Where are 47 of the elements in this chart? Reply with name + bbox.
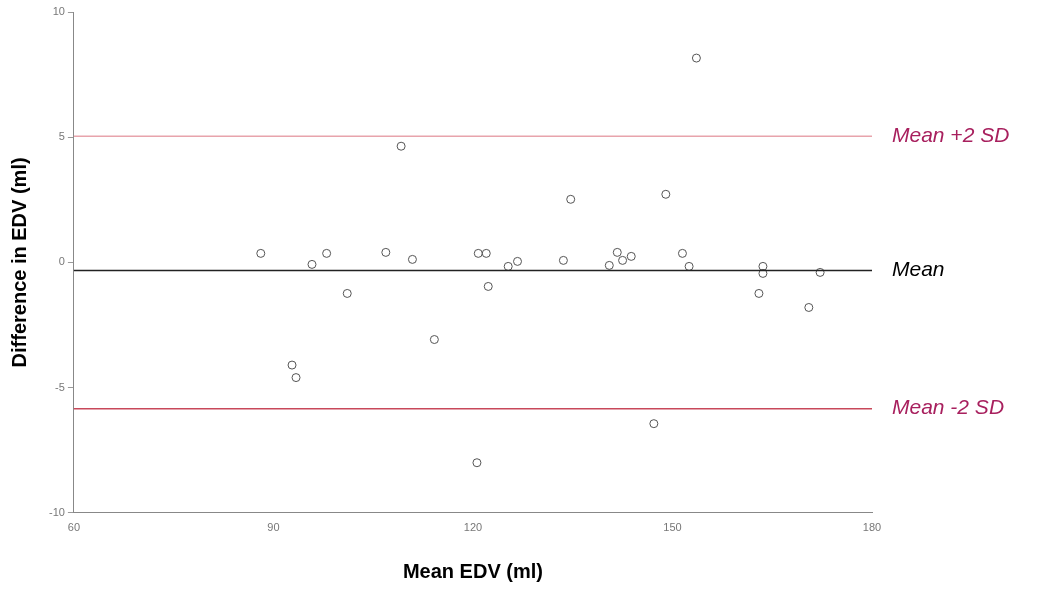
y-tick-label: 5: [58, 130, 65, 143]
point: [256, 248, 266, 258]
point: [758, 261, 768, 271]
point: [396, 141, 406, 151]
point: [307, 259, 317, 269]
ref-line-label: Mean +2 SD: [892, 123, 1010, 147]
point: [503, 261, 513, 271]
point: [626, 251, 636, 261]
point: [481, 248, 491, 258]
point: [566, 194, 576, 204]
y-axis-title: Difference in EDV (ml): [7, 157, 30, 368]
point: [815, 267, 825, 277]
point: [754, 288, 764, 298]
point: [473, 248, 483, 258]
point: [513, 256, 523, 266]
point: [604, 260, 614, 270]
point: [677, 248, 687, 258]
point: [472, 458, 482, 468]
x-axis-title: Mean EDV (ml): [402, 559, 543, 582]
point: [804, 302, 814, 312]
point: [691, 53, 701, 63]
x-tick-label: 60: [67, 521, 81, 534]
point: [612, 247, 622, 257]
y-tick-label: -10: [48, 505, 65, 518]
point: [342, 288, 352, 298]
point: [618, 255, 628, 265]
x-tick-label: 120: [463, 521, 483, 534]
ref-line-label: Mean -2 SD: [892, 395, 1005, 419]
point: [684, 261, 694, 271]
x-tick-label: 180: [862, 521, 882, 534]
point: [758, 268, 768, 278]
point: [483, 281, 493, 291]
ref-line-label: Mean: [892, 257, 945, 281]
point: [291, 373, 301, 383]
x-tick-label: 150: [663, 521, 682, 534]
y-tick-label: 10: [52, 5, 65, 18]
x-tick-label: 90: [267, 521, 280, 534]
y-tick-label: 0: [58, 255, 65, 268]
point: [322, 248, 332, 258]
point: [429, 335, 439, 345]
point: [649, 419, 659, 429]
y-tick-label: -5: [55, 380, 65, 393]
point: [381, 247, 391, 257]
point: [661, 189, 671, 199]
point: [558, 255, 568, 265]
point: [407, 254, 417, 264]
point: [287, 360, 297, 370]
